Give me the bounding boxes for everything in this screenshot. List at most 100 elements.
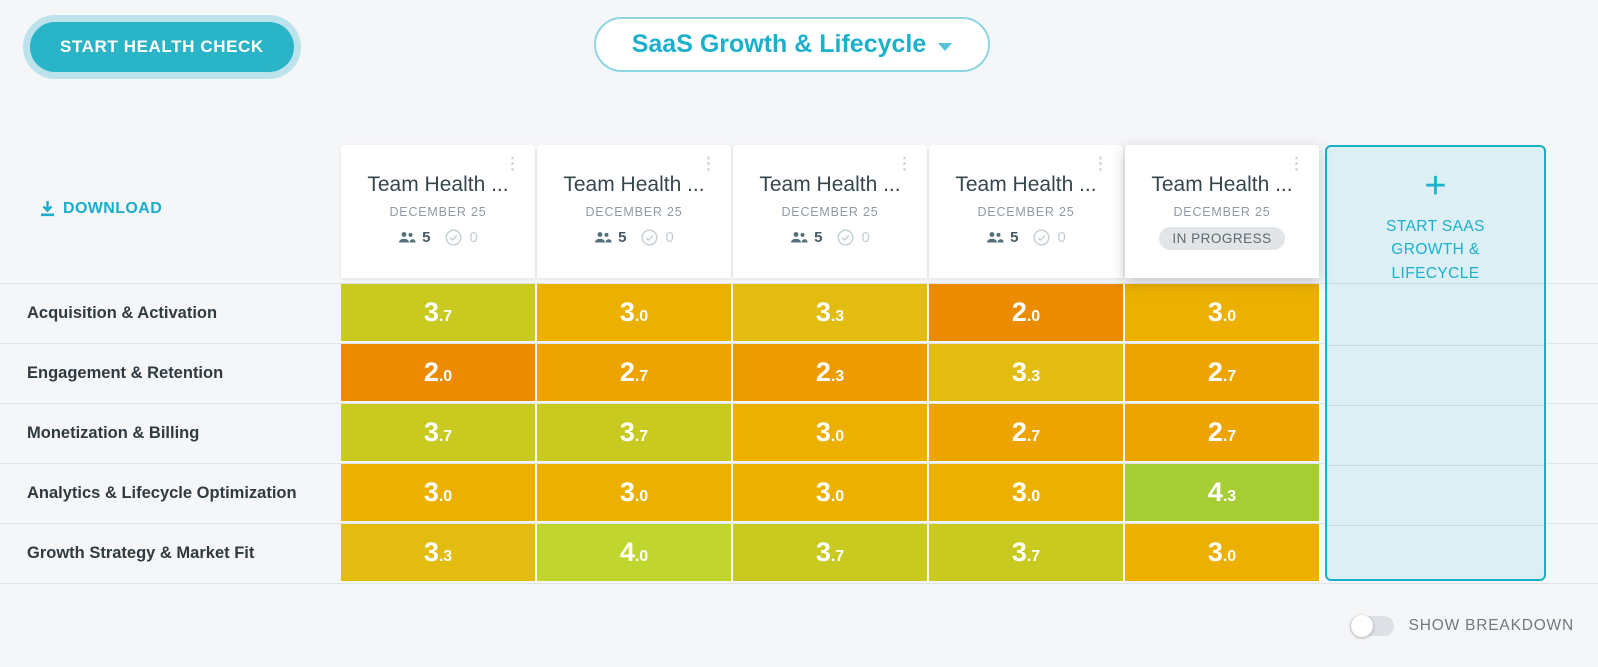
- score-cell[interactable]: 2.3: [733, 344, 927, 401]
- show-breakdown-label: SHOW BREAKDOWN: [1408, 617, 1574, 634]
- score-cell[interactable]: 3.0: [1125, 284, 1319, 341]
- score-cell[interactable]: 3.7: [929, 524, 1123, 581]
- score-cell[interactable]: 3.7: [733, 524, 927, 581]
- kebab-menu-icon[interactable]: ⋮: [1092, 154, 1109, 173]
- score-integer: 3: [1011, 537, 1027, 567]
- participants-count: 5: [1010, 229, 1019, 246]
- score-integer: 3: [1207, 537, 1223, 567]
- column-title: Team Health ...: [759, 173, 901, 196]
- score-integer: 4: [619, 537, 635, 567]
- score-integer: 2: [423, 357, 439, 387]
- score-integer: 3: [1207, 297, 1223, 327]
- participants-count: 5: [422, 229, 431, 246]
- column-header-card[interactable]: ⋮ Team Health ... DECEMBER 25 5 0: [341, 145, 535, 278]
- completed-count: 0: [861, 229, 870, 246]
- score-decimal: .0: [438, 368, 453, 385]
- participants-count: 5: [618, 229, 627, 246]
- row-label: Monetization & Billing: [27, 424, 200, 442]
- score-decimal: .7: [438, 308, 453, 325]
- score-cell[interactable]: 3.7: [341, 284, 535, 341]
- plus-icon: +: [1424, 165, 1447, 207]
- row-label: Analytics & Lifecycle Optimization: [27, 484, 297, 502]
- score-cell[interactable]: 2.0: [929, 284, 1123, 341]
- score-decimal: .7: [1222, 428, 1237, 445]
- score-decimal: .7: [634, 428, 649, 445]
- score-integer: 3: [423, 537, 439, 567]
- score-cell[interactable]: 4.3: [1125, 464, 1319, 521]
- score-cell[interactable]: 3.0: [537, 464, 731, 521]
- score-integer: 4: [1207, 477, 1223, 507]
- toggle-knob: [1350, 615, 1373, 637]
- column-title: Team Health ...: [563, 173, 705, 196]
- score-decimal: .3: [1222, 488, 1237, 505]
- score-integer: 3: [815, 297, 831, 327]
- kebab-menu-icon[interactable]: ⋮: [700, 154, 717, 173]
- kebab-menu-icon[interactable]: ⋮: [504, 154, 521, 173]
- score-integer: 3: [423, 297, 439, 327]
- score-integer: 3: [815, 417, 831, 447]
- matrix-row: Engagement & Retention 2.0 2.7 2.3 3.3 2.7: [0, 344, 1598, 404]
- score-cell[interactable]: 3.3: [733, 284, 927, 341]
- score-decimal: .3: [830, 368, 845, 385]
- start-health-check-button[interactable]: START HEALTH CHECK: [30, 22, 294, 72]
- score-cell[interactable]: 3.0: [1125, 524, 1319, 581]
- score-decimal: .7: [438, 428, 453, 445]
- score-cell[interactable]: 2.7: [1125, 344, 1319, 401]
- column-header-card[interactable]: ⋮ Team Health ... DECEMBER 25 5 0: [733, 145, 927, 278]
- column-header-card[interactable]: ⋮ Team Health ... DECEMBER 25 IN PROGRESS: [1125, 145, 1319, 278]
- score-cell[interactable]: 2.7: [537, 344, 731, 401]
- template-dropdown[interactable]: SaaS Growth & Lifecycle: [594, 17, 990, 72]
- completed-count: 0: [469, 229, 478, 246]
- chevron-down-icon: [938, 42, 953, 51]
- download-link[interactable]: DOWNLOAD: [40, 200, 162, 218]
- score-decimal: .3: [1026, 368, 1041, 385]
- score-cell[interactable]: 3.3: [341, 524, 535, 581]
- column-header-card[interactable]: ⋮ Team Health ... DECEMBER 25 5 0: [929, 145, 1123, 278]
- kebab-menu-icon[interactable]: ⋮: [896, 154, 913, 173]
- score-cell[interactable]: 2.7: [1125, 404, 1319, 461]
- score-integer: 2: [619, 357, 635, 387]
- score-cell[interactable]: 3.0: [733, 404, 927, 461]
- column-title: Team Health ...: [1151, 173, 1293, 196]
- start-new-session-column[interactable]: + START SAAS GROWTH & LIFECYCLE: [1325, 145, 1546, 581]
- download-icon: [40, 201, 55, 217]
- score-cell[interactable]: 2.0: [341, 344, 535, 401]
- completed-icon: [640, 229, 658, 246]
- score-decimal: .3: [438, 548, 453, 565]
- participants-icon: [398, 231, 416, 244]
- score-cell[interactable]: 2.7: [929, 404, 1123, 461]
- completed-count: 0: [1057, 229, 1066, 246]
- completed-icon: [1032, 229, 1050, 246]
- score-decimal: .0: [1026, 308, 1041, 325]
- score-cell[interactable]: 3.0: [341, 464, 535, 521]
- score-integer: 2: [1011, 297, 1027, 327]
- score-cell[interactable]: 4.0: [537, 524, 731, 581]
- kebab-menu-icon[interactable]: ⋮: [1288, 154, 1305, 173]
- column-date: DECEMBER 25: [1173, 205, 1271, 219]
- score-decimal: .0: [634, 548, 649, 565]
- score-decimal: .0: [830, 488, 845, 505]
- score-integer: 3: [1011, 477, 1027, 507]
- score-decimal: .7: [830, 548, 845, 565]
- score-cell[interactable]: 3.7: [341, 404, 535, 461]
- show-breakdown-control: SHOW BREAKDOWN: [1349, 615, 1574, 637]
- score-cell[interactable]: 3.0: [537, 284, 731, 341]
- completed-icon: [836, 229, 854, 246]
- score-cell[interactable]: 3.0: [733, 464, 927, 521]
- score-decimal: .0: [438, 488, 453, 505]
- score-matrix: Acquisition & Activation 3.7 3.0 3.3 2.0 3.0 E…: [0, 283, 1598, 584]
- column-date: DECEMBER 25: [977, 205, 1075, 219]
- participants-icon: [790, 231, 808, 244]
- score-cell[interactable]: 3.7: [537, 404, 731, 461]
- score-cell[interactable]: 3.3: [929, 344, 1123, 401]
- row-label: Growth Strategy & Market Fit: [27, 544, 255, 562]
- score-integer: 3: [1011, 357, 1027, 387]
- completed-count: 0: [665, 229, 674, 246]
- score-integer: 3: [619, 477, 635, 507]
- column-title: Team Health ...: [955, 173, 1097, 196]
- column-header-card[interactable]: ⋮ Team Health ... DECEMBER 25 5 0: [537, 145, 731, 278]
- score-integer: 3: [423, 477, 439, 507]
- score-decimal: .0: [634, 308, 649, 325]
- score-cell[interactable]: 3.0: [929, 464, 1123, 521]
- show-breakdown-toggle[interactable]: [1349, 615, 1394, 637]
